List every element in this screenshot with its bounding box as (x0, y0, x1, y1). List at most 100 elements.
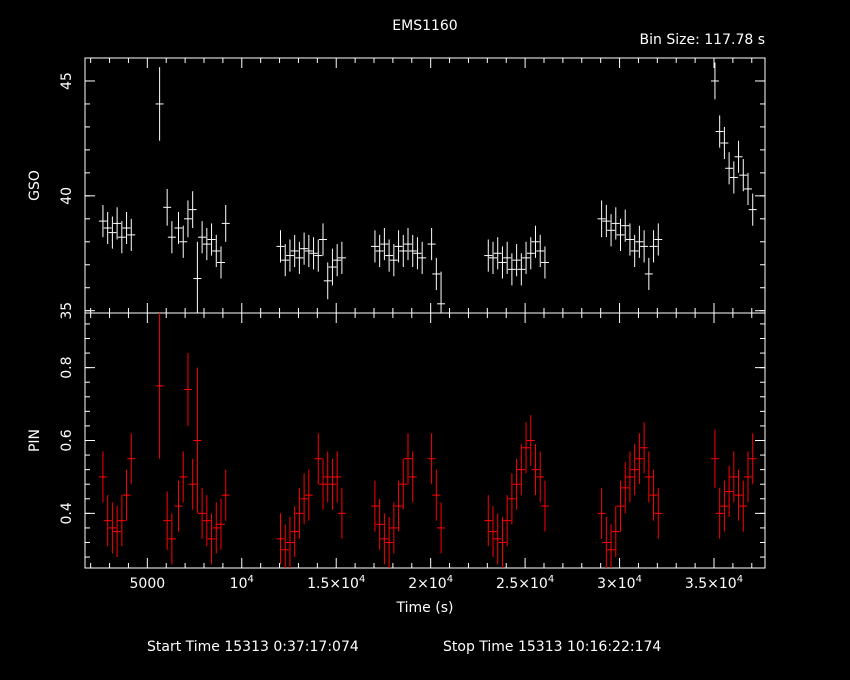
data-point (640, 422, 649, 474)
data-point (167, 513, 176, 565)
data-point (323, 451, 332, 503)
data-point (281, 244, 290, 277)
data-point (507, 253, 516, 286)
data-point (531, 225, 540, 258)
data-point (437, 271, 446, 313)
data-point (715, 487, 724, 539)
data-point (155, 67, 164, 141)
x-tick-label: 3×104 (597, 574, 642, 592)
y-axis-label: PIN (27, 429, 43, 452)
data-point (98, 205, 107, 238)
data-point (635, 433, 644, 485)
data-point (198, 487, 207, 539)
data-point (295, 487, 304, 539)
data-point (380, 228, 389, 261)
data-point (418, 241, 427, 274)
data-point (319, 223, 327, 256)
data-point (404, 228, 412, 261)
data-point (621, 209, 630, 242)
data-point (188, 458, 197, 510)
data-point (498, 246, 507, 279)
data-point (621, 462, 630, 514)
x-axis-label: Time (s) (396, 600, 454, 616)
data-point (744, 451, 752, 503)
data-point (408, 451, 417, 503)
data-point (427, 433, 436, 485)
data-point (193, 241, 202, 313)
data-point (526, 237, 535, 270)
data-point (540, 480, 549, 532)
data-point (389, 502, 398, 554)
data-point (314, 433, 323, 485)
data-point (597, 487, 606, 539)
data-point (408, 234, 417, 268)
stop-time-label: Stop Time 15313 10:16:22:174 (443, 639, 661, 655)
data-point (602, 205, 611, 238)
data-point (155, 313, 164, 459)
data-point (493, 513, 502, 565)
data-point (540, 246, 549, 279)
data-point (616, 480, 625, 532)
data-point (103, 495, 112, 547)
data-point (328, 458, 337, 510)
data-point (108, 216, 117, 249)
data-point (493, 237, 502, 270)
data-point (512, 458, 521, 510)
data-point (328, 248, 337, 286)
data-point (725, 152, 734, 185)
data-point (375, 498, 384, 550)
data-point (300, 473, 309, 525)
data-point (654, 487, 663, 539)
data-point (399, 458, 408, 510)
data-point (179, 451, 188, 503)
data-point (285, 239, 294, 272)
data-point (611, 207, 620, 240)
y-tick-label: 35 (59, 302, 75, 320)
data-point (285, 517, 294, 568)
data-point (333, 451, 342, 503)
data-point (739, 159, 748, 192)
data-point (484, 239, 493, 272)
data-point (512, 244, 521, 277)
time-axis: 5000 104 1.5×104 2×104 2.5×104 3×104 3.5×104 (130, 574, 744, 592)
data-point (644, 451, 653, 503)
data-point (729, 451, 738, 503)
data-point (522, 422, 531, 474)
y-tick-label: 0.6 (59, 429, 75, 451)
data-point (183, 200, 192, 238)
data-point (108, 502, 117, 554)
data-point (174, 211, 183, 245)
data-point (276, 230, 285, 263)
data-point (607, 524, 616, 568)
data-point (375, 234, 384, 268)
data-point (113, 506, 122, 558)
data-point (385, 517, 394, 568)
data-point (207, 223, 216, 256)
data-point (616, 218, 625, 251)
data-point (323, 262, 332, 300)
data-point (729, 161, 738, 194)
data-point (385, 239, 394, 272)
data-point (531, 444, 540, 496)
data-point (304, 469, 313, 521)
data-point (319, 458, 327, 510)
data-point (333, 244, 342, 277)
data-point (725, 466, 734, 517)
data-point (127, 433, 136, 485)
data-point (167, 221, 176, 254)
data-point (498, 517, 507, 568)
data-point (715, 115, 724, 148)
data-point (507, 473, 516, 525)
y-tick-label: 40 (59, 187, 75, 205)
data-point (748, 193, 757, 226)
x-tick-label: 2×104 (408, 574, 453, 592)
data-point (212, 234, 221, 268)
data-point (432, 469, 441, 521)
data-point (611, 506, 620, 558)
data-point (654, 223, 663, 256)
data-point (127, 218, 136, 251)
data-point (207, 513, 216, 565)
data-point (183, 353, 192, 426)
data-point (644, 257, 653, 291)
